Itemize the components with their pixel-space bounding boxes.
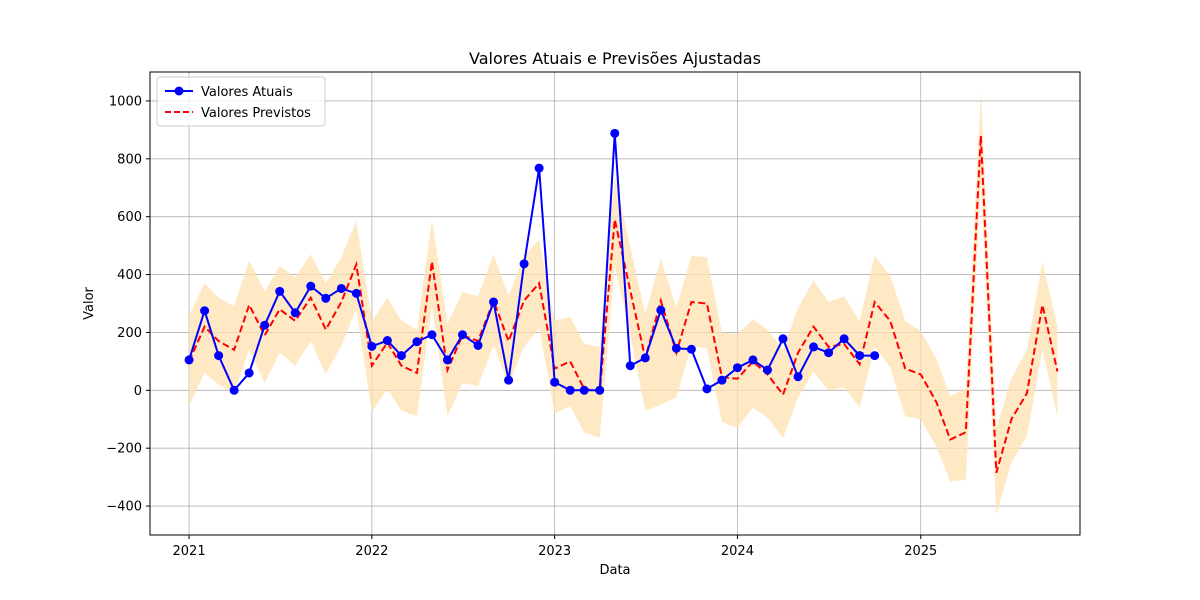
x-tick-label: 2021 [173,544,206,559]
data-point-actual [671,343,681,353]
data-point-actual [244,368,254,378]
series-line-actual [188,133,875,393]
x-tick-label: 2022 [355,544,388,559]
data-point-actual [396,351,406,361]
data-point-actual [793,372,803,382]
data-point-actual [717,375,727,385]
y-tick-label: 800 [117,152,142,167]
data-point-actual [184,355,194,365]
data-point-actual [214,351,224,361]
data-point-actual [809,342,819,352]
legend-box [156,76,326,127]
data-point-actual [489,297,499,307]
data-point-actual [686,344,696,354]
data-point-actual [412,337,422,347]
legend-label-actual: Valores Atuais [201,85,293,100]
ticks-layer: −400 −200 0 200 400 600 800 1000 2021 2022 2023 202… [106,94,937,559]
x-tick-label: 2025 [904,544,937,559]
data-point-actual [763,365,772,375]
data-point-actual [306,281,316,291]
x-axis-title: Data [599,563,630,578]
legend-label-forecast: Valores Previstos [201,106,311,121]
data-point-actual [640,353,650,363]
y-axis-title: Valor [82,286,97,319]
plot-frame [149,71,1081,536]
data-point-actual [473,340,483,350]
data-point-actual [200,306,210,316]
y-tick-label: −200 [106,442,142,457]
data-point-actual [625,361,635,371]
legend-marker-actual [174,86,184,96]
x-tick-label: 2023 [538,544,571,559]
data-point-actual [534,163,544,173]
series-layer [184,128,1059,474]
data-point-actual [656,305,666,315]
confidence-band-layer [189,90,1058,515]
data-point-actual [290,308,300,318]
data-point-actual [824,348,834,358]
y-tick-label: 400 [117,268,142,283]
x-tick-label: 2024 [721,544,754,559]
data-point-actual [382,336,392,346]
data-point-actual [275,286,285,296]
data-point-actual [458,330,467,340]
data-point-actual [321,293,331,303]
data-point-actual [229,385,239,395]
data-point-actual [367,341,377,351]
data-point-actual [579,385,589,395]
y-tick-label: 200 [117,326,142,341]
data-point-actual [504,375,514,385]
data-point-actual [595,385,605,395]
data-point-actual [427,330,437,340]
data-point-actual [778,334,788,344]
data-point-actual [839,334,849,344]
data-point-actual [565,385,575,395]
data-point-actual [732,363,742,373]
data-point-actual [702,384,712,394]
chart-title: Valores Atuais e Previsões Ajustadas [469,49,761,68]
data-point-actual [855,351,865,361]
confidence-band [189,90,1058,515]
y-tick-label: 1000 [109,94,142,109]
data-point-actual [351,288,361,298]
y-tick-label: 600 [117,210,142,225]
data-point-actual [610,128,620,138]
data-point-actual [519,259,529,269]
data-point-actual [260,320,270,330]
data-point-actual [336,283,346,293]
data-point-actual [870,351,880,361]
y-tick-label: 0 [134,384,142,399]
data-point-actual [442,355,452,365]
data-point-actual [748,355,758,365]
data-point-actual [550,377,560,387]
legend: Valores Atuais Valores Previstos [156,76,326,127]
y-tick-label: −400 [106,500,142,515]
